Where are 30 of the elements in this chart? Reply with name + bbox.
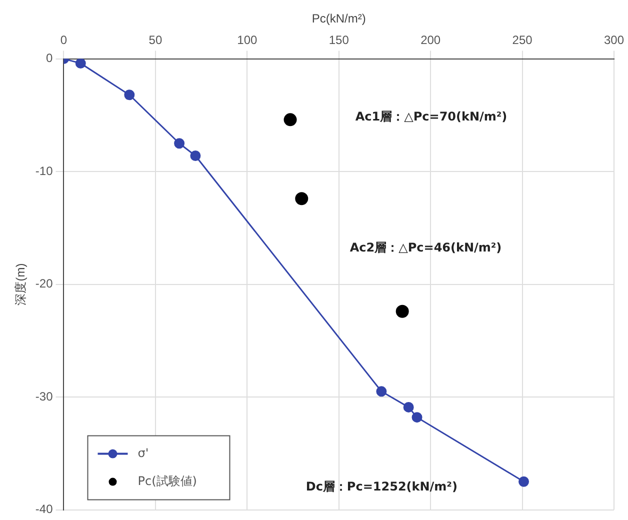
annotation: Dc層：Pc=1252(kN/m²) [306, 479, 458, 494]
point [284, 113, 297, 126]
x-tick-label: 300 [604, 32, 624, 47]
x-tick-label: 100 [237, 32, 258, 47]
x-tick-label: 0 [60, 32, 68, 47]
legend-label: Pc(試験値) [138, 474, 197, 488]
x-tick-label: 150 [328, 32, 350, 47]
point [396, 304, 409, 318]
point [403, 402, 414, 412]
point [124, 90, 135, 100]
x-tick-label: 250 [512, 32, 533, 47]
point [518, 476, 530, 487]
point [376, 386, 387, 397]
point [295, 192, 308, 206]
annotation: Ac2層：△Pc=46(kN/m²) [350, 240, 502, 254]
point [190, 150, 201, 162]
y-tick-label: -40 [35, 502, 54, 516]
y-tick-label: -20 [35, 276, 54, 291]
y-tick-label: -30 [35, 389, 54, 404]
annotation: Ac1層：△Pc=70(kN/m²) [355, 110, 508, 124]
y-axis-title: 深度(m) [14, 263, 28, 306]
y-tick-label: 0 [46, 51, 54, 66]
x-axis-title: Pc(kN/m²) [312, 12, 366, 26]
point [412, 412, 422, 423]
point [75, 58, 86, 69]
y-tick-label: -10 [35, 164, 54, 178]
point [174, 138, 185, 149]
legend-label: σ' [138, 446, 149, 460]
x-tick-label: 50 [148, 32, 162, 47]
x-tick-label: 200 [420, 32, 441, 47]
